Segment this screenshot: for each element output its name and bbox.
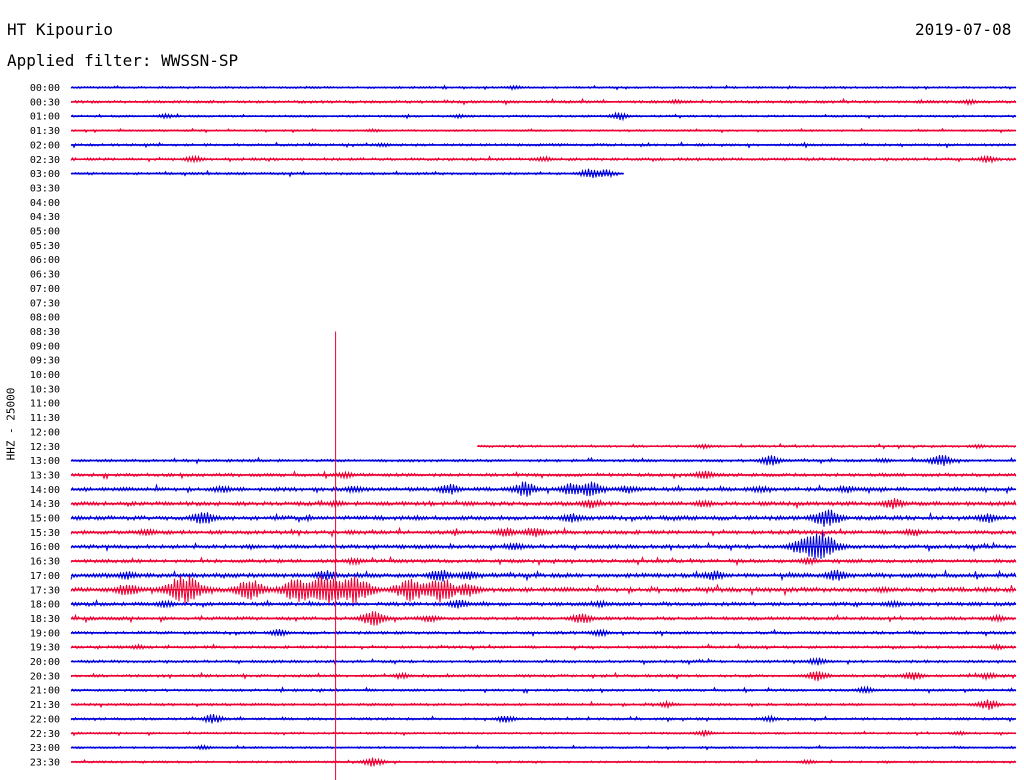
- time-tick-label: 05:30: [30, 241, 60, 252]
- trace-line: [70, 598, 1017, 609]
- time-tick-label: 14:00: [30, 485, 60, 496]
- time-tick-label: 16:30: [30, 557, 60, 568]
- time-tick-label: 23:30: [30, 757, 60, 768]
- time-tick-label: 17:00: [30, 571, 60, 582]
- time-tick-label: 10:00: [30, 370, 60, 381]
- time-tick-label: 01:30: [30, 126, 60, 137]
- time-tick-label: 12:30: [30, 442, 60, 453]
- time-tick-label: 18:30: [30, 614, 60, 625]
- time-tick-label: 06:00: [30, 255, 60, 266]
- filter-label: Applied filter: WWSSN-SP: [7, 51, 239, 70]
- time-tick-label: 18:00: [30, 600, 60, 611]
- time-tick-label: 03:30: [30, 183, 60, 194]
- time-tick-label: 06:30: [30, 270, 60, 281]
- time-tick-label: 15:00: [30, 514, 60, 525]
- time-tick-label: 07:00: [30, 284, 60, 295]
- time-tick-label: 22:00: [30, 714, 60, 725]
- time-tick-label: 15:30: [30, 528, 60, 539]
- trace-line: [70, 575, 1017, 606]
- time-tick-label: 04:30: [30, 212, 60, 223]
- time-tick-label: 09:00: [30, 341, 60, 352]
- time-tick-label: 07:30: [30, 298, 60, 309]
- time-tick-label: 20:00: [30, 657, 60, 668]
- time-tick-label: 10:30: [30, 384, 60, 395]
- time-tick-label: 20:30: [30, 671, 60, 682]
- time-tick-label: 11:00: [30, 399, 60, 410]
- trace-line: [70, 532, 1017, 560]
- time-tick-label: 19:30: [30, 643, 60, 654]
- time-tick-label: 13:30: [30, 470, 60, 481]
- date-label: 2019-07-08: [915, 20, 1012, 39]
- trace-line: [70, 481, 1017, 497]
- time-tick-label: 11:30: [30, 413, 60, 424]
- trace-line: [70, 509, 1017, 527]
- time-tick-label: 08:00: [30, 313, 60, 324]
- time-tick-label: 02:00: [30, 140, 60, 151]
- time-tick-label: 21:30: [30, 700, 60, 711]
- trace-line: [70, 569, 1017, 582]
- time-tick-label: 13:00: [30, 456, 60, 467]
- time-tick-label: 14:30: [30, 499, 60, 510]
- time-tick-label: 21:00: [30, 686, 60, 697]
- time-tick-label: 00:30: [30, 97, 60, 108]
- time-tick-label: 17:30: [30, 585, 60, 596]
- time-tick-label: 05:00: [30, 227, 60, 238]
- time-tick-label: 02:30: [30, 155, 60, 166]
- time-tick-label: 22:30: [30, 729, 60, 740]
- time-tick-label: 08:30: [30, 327, 60, 338]
- time-tick-label: 19:00: [30, 628, 60, 639]
- time-tick-label: 04:00: [30, 198, 60, 209]
- time-tick-label: 03:00: [30, 169, 60, 180]
- time-tick-label: 16:00: [30, 542, 60, 553]
- time-tick-label: 09:30: [30, 356, 60, 367]
- time-tick-label: 12:00: [30, 427, 60, 438]
- trace-line: [70, 526, 1017, 538]
- time-tick-label: 23:00: [30, 743, 60, 754]
- time-tick-label: 01:00: [30, 112, 60, 123]
- station-title: HT Kipourio: [7, 20, 113, 39]
- time-tick-label: 00:00: [30, 83, 60, 94]
